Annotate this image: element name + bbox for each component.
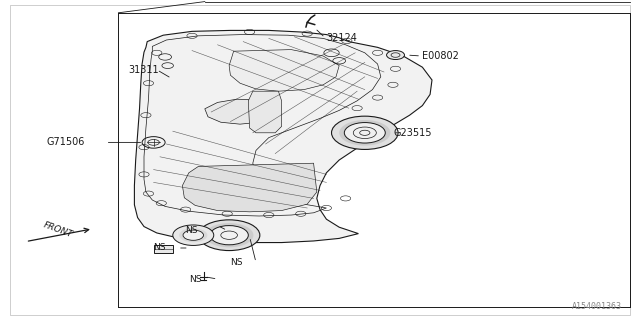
Polygon shape — [182, 163, 317, 212]
Text: NS: NS — [230, 258, 243, 267]
Polygon shape — [134, 30, 432, 243]
Text: G71506: G71506 — [46, 137, 84, 148]
Polygon shape — [205, 99, 275, 124]
Circle shape — [183, 230, 204, 240]
Text: G23515: G23515 — [394, 128, 432, 138]
Circle shape — [173, 225, 214, 245]
Text: 31311: 31311 — [128, 65, 159, 75]
Circle shape — [339, 120, 390, 146]
Circle shape — [179, 228, 207, 242]
Circle shape — [344, 123, 385, 143]
Text: NS: NS — [186, 226, 198, 235]
Text: A154001363: A154001363 — [572, 302, 622, 311]
Polygon shape — [248, 91, 282, 133]
Bar — [154, 245, 173, 253]
Circle shape — [198, 220, 260, 251]
Polygon shape — [229, 50, 339, 91]
Circle shape — [210, 226, 248, 245]
Text: FRONT: FRONT — [42, 221, 74, 240]
Text: 32124: 32124 — [326, 33, 357, 43]
Text: NS: NS — [154, 244, 166, 252]
Circle shape — [205, 223, 253, 247]
Text: E00802: E00802 — [422, 51, 460, 61]
Circle shape — [387, 51, 404, 60]
Text: NS: NS — [189, 275, 202, 284]
Circle shape — [332, 116, 398, 149]
